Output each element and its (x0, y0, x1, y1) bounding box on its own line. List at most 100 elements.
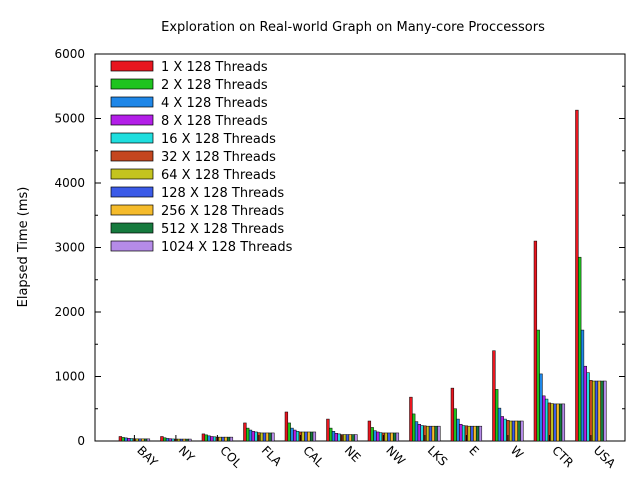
legend-swatch (110, 186, 154, 198)
bar-ne-series-11 (354, 434, 358, 442)
bar-bay-series-11 (146, 438, 151, 442)
bar-nw-series-10 (392, 432, 397, 442)
bar-cal-series-4 (293, 429, 297, 442)
legend-label: 8 X 128 Threads (161, 114, 268, 129)
legend-swatch (110, 222, 154, 234)
bar-bay-series-9 (141, 438, 145, 442)
bar-e-series-10 (475, 425, 480, 442)
bar-col-series-5 (212, 436, 217, 442)
x-tick-label: FLA (259, 443, 285, 469)
bar-ctr-series-4 (542, 395, 546, 442)
bar-cal-series-7 (301, 431, 305, 442)
bar-ctr-series-5 (544, 398, 549, 442)
bar-usa-series-7 (592, 380, 596, 442)
bar-cal-series-10 (309, 431, 314, 442)
y-tick-label: 0 (77, 434, 85, 448)
bar-ny-series-11 (188, 438, 192, 442)
bar-usa-series-8 (594, 380, 599, 442)
y-tick-label: 2000 (54, 305, 85, 319)
bar-e-series-11 (478, 425, 483, 442)
legend-label: 4 X 128 Threads (161, 96, 268, 111)
bar-col-series-1 (201, 433, 206, 442)
bar-w-series-1 (492, 350, 496, 442)
bar-lks-series-5 (420, 425, 424, 442)
bar-usa-series-11 (603, 380, 607, 442)
bar-lks-series-2 (412, 413, 416, 442)
bar-nw-series-7 (384, 432, 388, 442)
legend-swatch (110, 132, 154, 144)
legend-swatch (110, 168, 154, 180)
bar-ctr-series-7 (550, 403, 554, 442)
x-tick-label: NW (383, 443, 408, 468)
bar-bay-series-10 (143, 438, 148, 442)
x-tick-label: NE (342, 443, 364, 465)
bar-ny-series-7 (177, 438, 181, 442)
bar-usa-series-3 (580, 329, 585, 442)
bar-ctr-series-10 (558, 403, 563, 442)
bar-w-series-8 (511, 420, 516, 442)
bar-lks-series-1 (409, 396, 413, 442)
bar-cal-series-8 (304, 431, 308, 442)
legend-label: 1 X 128 Threads (161, 60, 268, 75)
bar-fla-series-10 (268, 432, 272, 442)
bar-usa-series-9 (597, 380, 601, 442)
bar-lks-series-3 (414, 421, 419, 442)
legend-label: 2 X 128 Threads (161, 78, 268, 93)
y-tick-label: 4000 (54, 176, 85, 190)
x-tick-label: USA (591, 443, 619, 471)
legend-label: 16 X 128 Threads (161, 132, 276, 147)
legend-label: 1024 X 128 Threads (161, 240, 293, 255)
bar-ne-series-7 (343, 434, 347, 442)
x-tick-label: W (508, 443, 526, 461)
bar-fla-series-11 (271, 432, 275, 442)
bar-bay-series-3 (124, 437, 128, 442)
legend-label: 32 X 128 Threads (161, 150, 276, 165)
x-tick-label: CTR (549, 443, 576, 470)
chart-title: Exploration on Real-world Graph on Many-… (161, 20, 545, 35)
bar-ctr-series-1 (533, 240, 538, 442)
bar-usa-series-4 (583, 365, 587, 442)
bar-bay-series-4 (127, 438, 131, 442)
bar-ctr-series-9 (556, 403, 560, 442)
bar-lks-series-7 (426, 425, 430, 442)
bar-w-series-2 (495, 389, 499, 442)
bar-fla-series-7 (260, 432, 264, 442)
bar-ctr-series-11 (561, 403, 566, 442)
bar-col-series-8 (221, 436, 225, 442)
bar-fla-series-9 (265, 432, 269, 442)
bar-col-series-10 (226, 436, 231, 442)
bar-lks-series-11 (437, 425, 441, 442)
legend-swatch (110, 150, 154, 162)
y-tick-label: 5000 (54, 112, 85, 126)
bar-fla-series-5 (254, 431, 258, 442)
x-tick-label: NY (176, 443, 198, 465)
bar-ne-series-10 (351, 434, 355, 442)
bar-e-series-8 (470, 425, 474, 442)
bar-cal-series-3 (290, 427, 294, 442)
bar-col-series-2 (204, 434, 208, 442)
bar-w-series-11 (520, 420, 524, 442)
bar-ny-series-3 (165, 438, 170, 442)
x-tick-label: CAL (300, 443, 327, 470)
legend-swatch (110, 78, 154, 90)
legend-swatch (110, 240, 154, 252)
bar-lks-series-10 (434, 425, 438, 442)
legend: 1 X 128 Threads 2 X 128 Threads 4 X 128 Th… (110, 60, 293, 255)
bar-usa-series-2 (578, 256, 582, 442)
y-tick-label: 3000 (54, 241, 85, 255)
bar-lks-series-9 (431, 425, 435, 442)
bar-ctr-series-3 (539, 373, 543, 442)
bar-ne-series-1 (326, 418, 330, 442)
bar-col-series-3 (207, 435, 211, 442)
bar-ny-series-2 (163, 437, 167, 442)
y-axis: 0 1000 2000 3000 4000 5000 6000 (54, 47, 625, 448)
bar-fla-series-8 (262, 432, 267, 442)
bar-nw-series-4 (376, 431, 380, 442)
bar-ne-series-5 (337, 433, 341, 442)
bar-usa-series-5 (586, 372, 590, 442)
bar-usa-series-1 (575, 109, 579, 442)
bar-ne-series-2 (329, 427, 333, 442)
bar-col-series-7 (218, 436, 222, 442)
bar-fla-series-2 (246, 427, 250, 442)
